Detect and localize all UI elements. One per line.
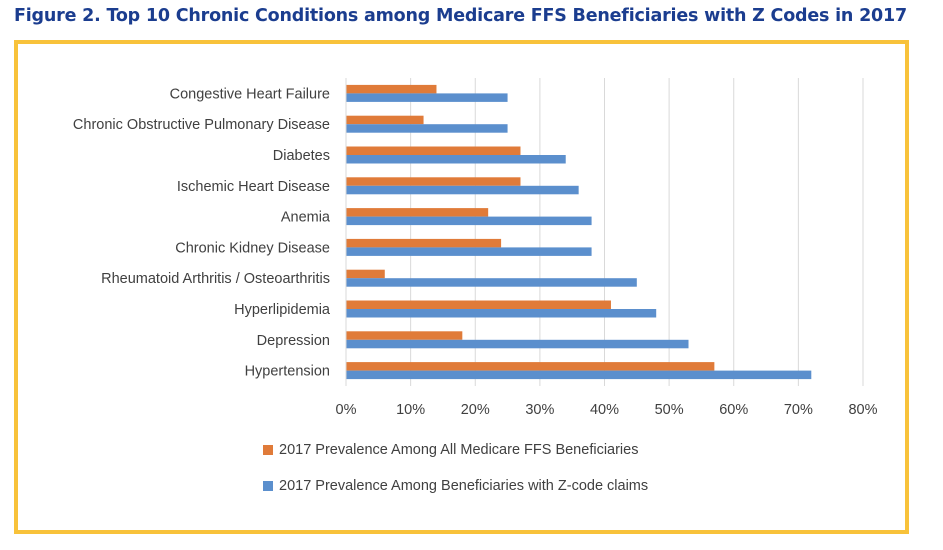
bar-z-code-beneficiaries (346, 339, 689, 349)
legend-swatch-all-beneficiaries (263, 445, 273, 455)
category-label: Congestive Heart Failure (170, 86, 330, 102)
bar-all-beneficiaries (346, 208, 489, 217)
bar-z-code-beneficiaries (346, 278, 637, 287)
bar-all-beneficiaries (346, 115, 424, 125)
bar-all-beneficiaries (346, 300, 611, 309)
x-tick-label: 10% (396, 402, 425, 418)
x-tick-label: 50% (655, 402, 684, 418)
bar-all-beneficiaries (346, 331, 463, 340)
legend-label-all-beneficiaries: 2017 Prevalence Among All Medicare FFS B… (279, 442, 639, 458)
bar-z-code-beneficiaries (346, 216, 592, 226)
bar-all-beneficiaries (346, 238, 502, 248)
legend-item-z-code-beneficiaries: 2017 Prevalence Among Beneficiaries with… (263, 476, 648, 496)
bar-all-beneficiaries (346, 146, 521, 155)
bar-z-code-beneficiaries (346, 370, 812, 380)
bar-z-code-beneficiaries (346, 93, 508, 102)
x-tick-label: 70% (784, 402, 813, 418)
category-label: Rheumatoid Arthritis / Osteoarthritis (101, 271, 330, 287)
category-label: Depression (257, 333, 330, 349)
bar-chart: 0% 10% 20% 30% 40% 50% 60% 70% 80% Congestive Hea… (73, 78, 878, 418)
category-label: Hypertension (245, 364, 330, 380)
x-tick-label: 0% (336, 402, 357, 418)
x-tick-label: 80% (848, 402, 877, 418)
category-label: Anemia (281, 210, 331, 226)
legend-item-all-beneficiaries: 2017 Prevalence Among All Medicare FFS B… (263, 440, 638, 460)
x-tick-label: 60% (719, 402, 748, 418)
x-tick-label: 30% (525, 402, 554, 418)
bar-z-code-beneficiaries (346, 155, 566, 164)
category-label: Ischemic Heart Disease (177, 179, 330, 195)
category-label: Chronic Obstructive Pulmonary Disease (73, 117, 330, 133)
category-label: Hyperlipidemia (234, 302, 331, 318)
bar-z-code-beneficiaries (346, 247, 592, 256)
bar-all-beneficiaries (346, 269, 385, 279)
chart-frame: 0% 10% 20% 30% 40% 50% 60% 70% 80% Congestive Hea… (14, 40, 909, 534)
bar-all-beneficiaries (346, 84, 437, 94)
bar-z-code-beneficiaries (346, 124, 508, 133)
x-tick-label: 40% (590, 402, 619, 418)
category-label: Diabetes (273, 148, 330, 164)
legend-swatch-z-code-beneficiaries (263, 481, 273, 491)
figure-title: Figure 2. Top 10 Chronic Conditions amon… (14, 6, 907, 26)
bar-z-code-beneficiaries (346, 309, 657, 318)
legend-label-z-code-beneficiaries: 2017 Prevalence Among Beneficiaries with… (279, 478, 649, 494)
category-label: Chronic Kidney Disease (175, 240, 330, 256)
x-tick-label: 20% (461, 402, 490, 418)
bar-all-beneficiaries (346, 362, 715, 371)
bar-z-code-beneficiaries (346, 185, 579, 195)
bar-all-beneficiaries (346, 177, 521, 186)
